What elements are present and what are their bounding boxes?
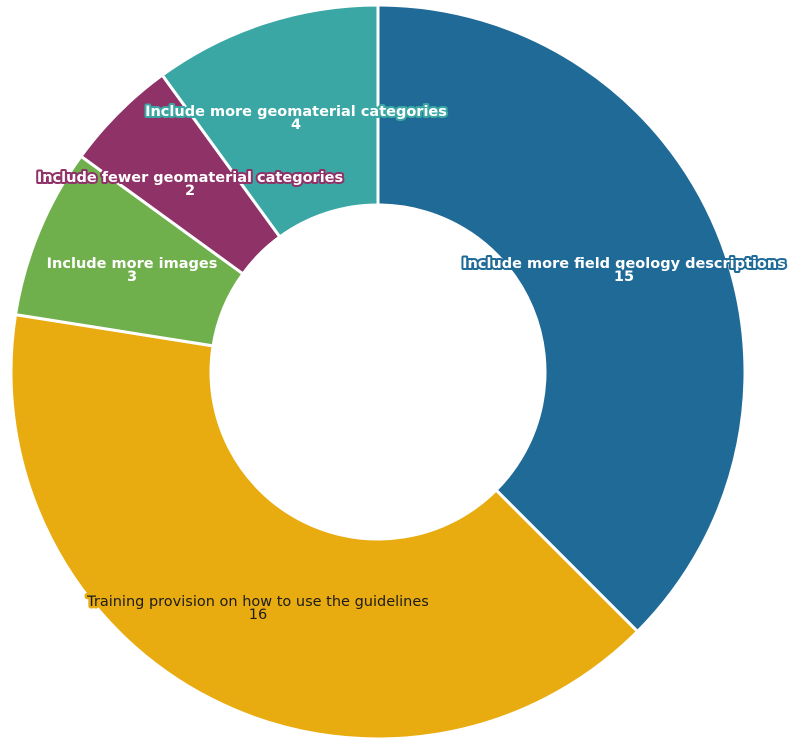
slice-label-value: 3 [127, 269, 137, 285]
slice-label: Training provision on how to use the gui… [86, 594, 429, 623]
slice-label-name: Include fewer geomaterial categories [37, 170, 343, 186]
donut-slice [9, 312, 640, 741]
slice-label: Include more images 3 [47, 256, 218, 285]
slice-label-name: Training provision on how to use the gui… [86, 594, 429, 610]
slice-label: Include fewer geomaterial categories 2 [37, 170, 343, 199]
slice-label-value: 2 [185, 183, 195, 199]
slice-label: Include more field geology descriptions 1… [462, 256, 786, 285]
slice-labels: Include more field geology descriptions 1… [35, 102, 788, 626]
slice-label-name: Include more images [47, 256, 218, 272]
slice-label-name: Include more field geology descriptions [462, 256, 786, 272]
donut-slice [376, 3, 747, 634]
slice-label-name: Include more geomaterial categories [145, 104, 447, 120]
slice-label-value: 16 [249, 607, 267, 623]
slice-label-value: 4 [291, 117, 301, 133]
donut-slices [9, 3, 747, 741]
slice-label: Include more geomaterial categories 4 [145, 104, 447, 133]
slice-label-value: 15 [614, 269, 634, 285]
donut-slice [160, 3, 380, 239]
